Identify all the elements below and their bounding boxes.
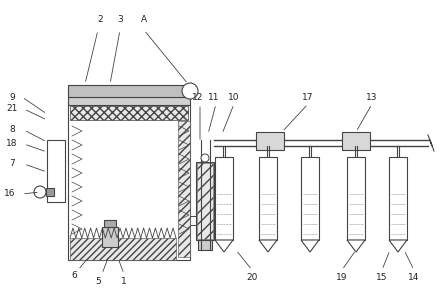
Polygon shape: [347, 240, 365, 252]
Circle shape: [34, 186, 46, 198]
Text: 12: 12: [192, 92, 204, 101]
Text: 1: 1: [121, 278, 127, 287]
Text: 13: 13: [366, 92, 378, 101]
Text: 15: 15: [376, 274, 388, 282]
Text: 6: 6: [71, 271, 77, 281]
Bar: [70, 106, 188, 120]
Text: 19: 19: [336, 274, 348, 282]
Text: 2: 2: [97, 15, 103, 24]
Text: 16: 16: [4, 189, 16, 198]
Circle shape: [182, 83, 198, 99]
Bar: [70, 238, 176, 260]
Circle shape: [201, 154, 209, 162]
Bar: [256, 132, 284, 150]
Bar: [389, 157, 407, 240]
Bar: [68, 97, 190, 105]
Text: 10: 10: [228, 92, 240, 101]
Bar: [102, 227, 118, 247]
Text: 9: 9: [9, 92, 15, 101]
Text: 18: 18: [6, 140, 18, 149]
Text: 3: 3: [117, 15, 123, 24]
Bar: [259, 157, 277, 240]
Text: 21: 21: [6, 104, 18, 114]
Text: 20: 20: [246, 274, 258, 282]
Bar: [68, 85, 190, 97]
Bar: [46, 188, 54, 196]
Bar: [342, 132, 370, 150]
Polygon shape: [259, 240, 277, 252]
Bar: [301, 157, 319, 240]
Polygon shape: [389, 240, 407, 252]
Bar: [104, 220, 116, 227]
Bar: [68, 105, 190, 260]
Text: 11: 11: [208, 92, 220, 101]
Bar: [178, 121, 190, 257]
Text: A: A: [141, 15, 147, 24]
Bar: [197, 163, 213, 239]
Bar: [196, 162, 214, 240]
Text: 5: 5: [95, 278, 101, 287]
Text: 8: 8: [9, 126, 15, 134]
Bar: [215, 157, 233, 240]
Text: 7: 7: [9, 159, 15, 169]
Bar: [198, 240, 212, 250]
Text: 14: 14: [408, 274, 420, 282]
Polygon shape: [301, 240, 319, 252]
Polygon shape: [215, 240, 233, 252]
Bar: [47, 140, 65, 202]
Text: 17: 17: [302, 92, 314, 101]
Bar: [347, 157, 365, 240]
